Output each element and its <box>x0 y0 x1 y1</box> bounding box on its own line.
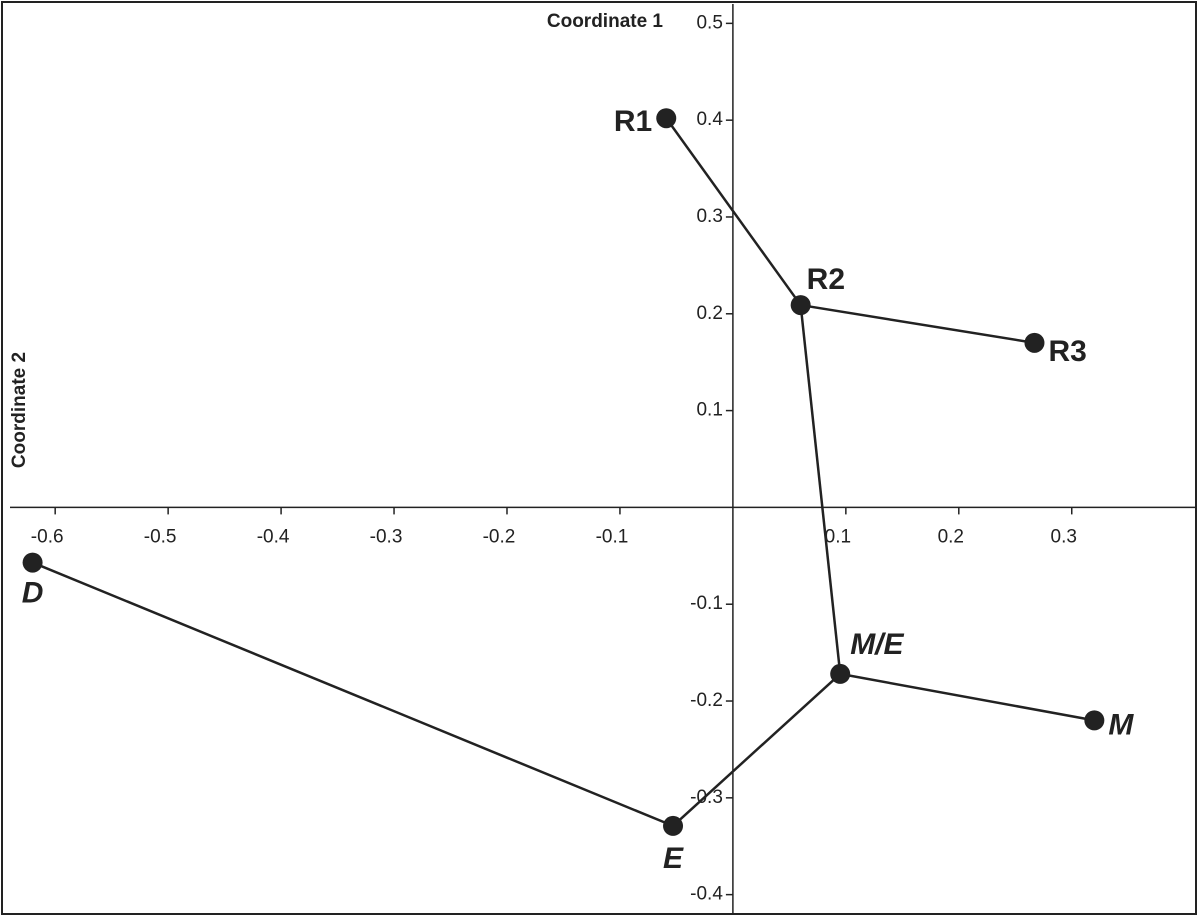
x-tick-label: -0.5 <box>144 526 177 547</box>
x-axis-title: Coordinate 1 <box>547 11 664 32</box>
x-tick-label: -0.1 <box>596 526 629 547</box>
x-tick-label: -0.3 <box>370 526 403 547</box>
x-tick-label: 0.3 <box>1051 526 1077 547</box>
y-axis-title: Coordinate 2 <box>9 352 30 468</box>
edge <box>800 303 1035 345</box>
point-label: R1 <box>614 105 652 138</box>
point-label: R2 <box>807 263 845 296</box>
x-tick-label: -0.6 <box>31 526 64 547</box>
edge <box>799 304 842 675</box>
point-label: M <box>1108 708 1134 741</box>
y-tick-label: 0.1 <box>696 400 722 421</box>
point-label: D <box>22 577 44 610</box>
edge <box>665 117 802 306</box>
y-tick-label: -0.2 <box>690 690 723 711</box>
x-tick-label: 0.1 <box>825 526 851 547</box>
y-tick-label: 0.3 <box>696 206 722 227</box>
edge <box>32 561 674 828</box>
y-tick-label: 0.2 <box>696 303 722 324</box>
point <box>1024 332 1045 353</box>
x-tick-label: 0.2 <box>938 526 964 547</box>
point-label: M/E <box>850 628 904 661</box>
y-tick-label: 0.5 <box>696 12 722 33</box>
edge <box>839 672 1095 722</box>
point <box>790 295 811 316</box>
x-tick-label: -0.4 <box>257 526 290 547</box>
y-tick-label: -0.4 <box>690 884 723 905</box>
point <box>1084 710 1105 731</box>
point <box>656 108 677 129</box>
y-tick-label: 0.4 <box>696 109 723 130</box>
y-tick-label: -0.1 <box>690 593 723 614</box>
point-label: E <box>663 842 684 875</box>
edge <box>672 672 842 827</box>
point-label: R3 <box>1048 335 1086 368</box>
x-tick-label: -0.2 <box>483 526 516 547</box>
point <box>22 552 43 573</box>
point <box>830 663 851 684</box>
point <box>663 815 684 836</box>
